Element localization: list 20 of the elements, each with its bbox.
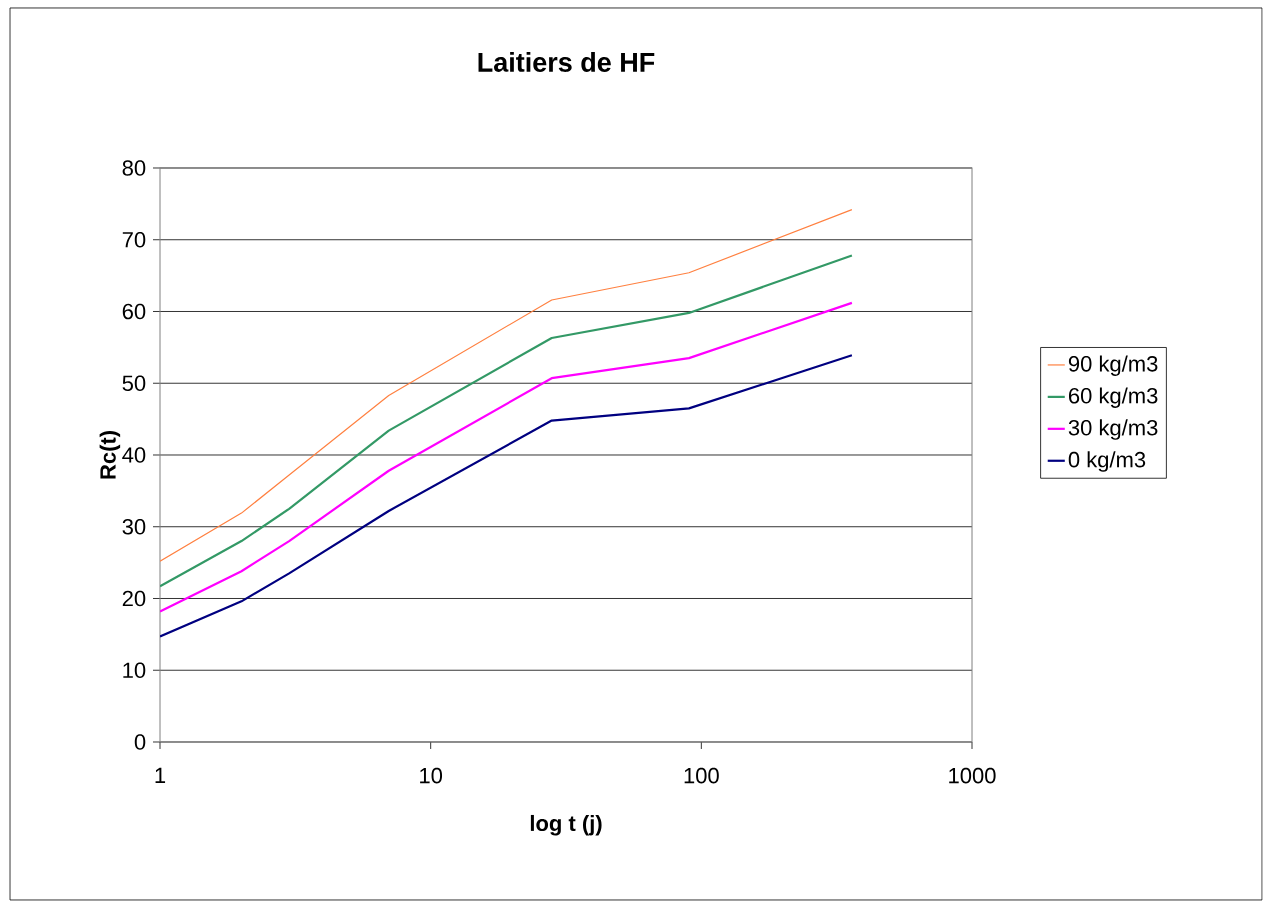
y-tick-label: 70 <box>122 231 146 248</box>
x-tick-label: 1000 <box>949 767 996 784</box>
x-axis-title: log t (j) <box>530 814 602 836</box>
legend-label: 60 kg/m3 <box>1069 387 1158 408</box>
y-axis-title: Rc(t) <box>99 431 121 479</box>
x-tick-label: 100 <box>684 767 719 784</box>
y-tick-label: 60 <box>122 303 146 320</box>
y-tick-label: 0 <box>134 734 146 750</box>
y-tick-label: 50 <box>122 375 146 392</box>
y-tick-label: 40 <box>122 447 146 463</box>
x-tick-label: 1 <box>155 767 166 783</box>
chart-title: Laitiers de HF <box>478 52 655 72</box>
y-tick-label: 30 <box>122 518 146 535</box>
y-tick-label: 10 <box>123 662 146 679</box>
legend-label: 30 kg/m3 <box>1068 419 1158 440</box>
y-tick-label: 20 <box>122 590 146 607</box>
x-tick-label: 10 <box>420 767 443 784</box>
legend-label: 0 kg/m3 <box>1068 451 1146 472</box>
y-tick-label: 80 <box>122 160 146 176</box>
legend-label: 90 kg/m3 <box>1068 355 1158 376</box>
